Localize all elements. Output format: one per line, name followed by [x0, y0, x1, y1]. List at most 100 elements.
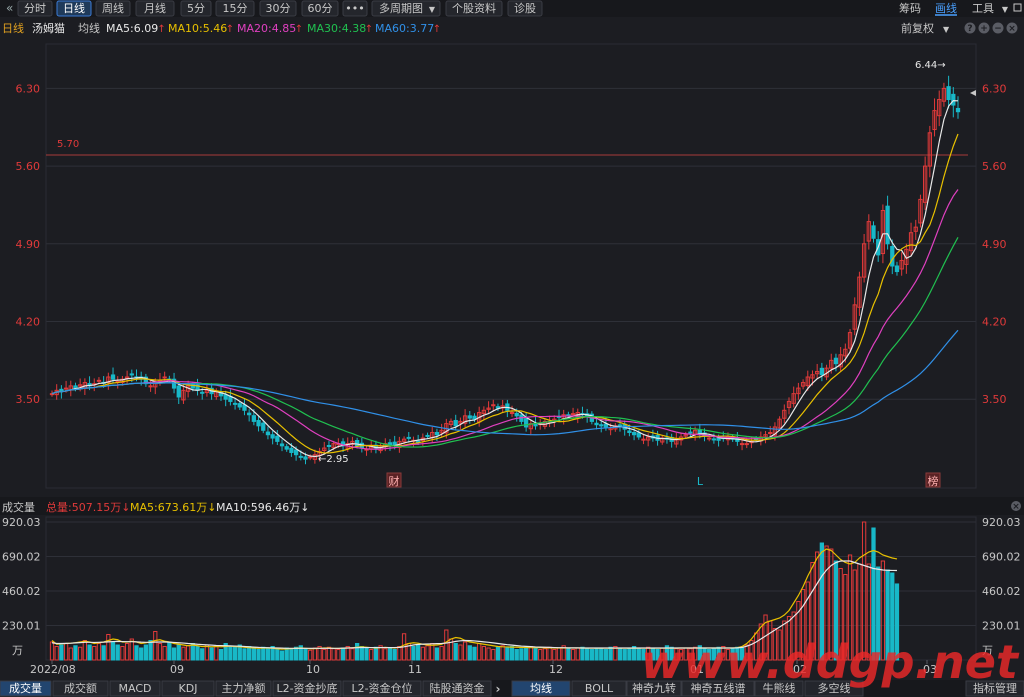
tab-5[interactable] — [215, 0, 255, 17]
overlay-tab-3[interactable] — [681, 680, 755, 697]
tab-4[interactable] — [180, 0, 212, 17]
overlay-tab-label-1[interactable]: BOLL — [585, 682, 614, 695]
tab-9[interactable] — [371, 0, 441, 17]
indicator-tab-label-5[interactable]: L2-资金抄底 — [276, 681, 337, 695]
indicator-tab-5[interactable] — [272, 680, 342, 697]
tab-label-1[interactable]: 日线 — [63, 1, 85, 15]
tab-label-5[interactable]: 15分 — [223, 2, 248, 15]
candle-body — [899, 259, 904, 270]
overlay-tab-label-2[interactable]: 神奇九转 — [632, 681, 676, 695]
overlay-tab-label-5[interactable]: 多空线 — [818, 681, 851, 695]
tab-label-3[interactable]: 月线 — [144, 1, 166, 15]
tab-7[interactable] — [301, 0, 339, 17]
event-marker-box[interactable] — [386, 472, 402, 488]
y-tick-right: 5.60 — [982, 160, 1007, 173]
tab-8[interactable] — [342, 0, 368, 17]
indicator-tab-label-7[interactable]: 陆股通资金 — [430, 681, 485, 695]
volume-bar — [279, 650, 285, 661]
ma-item-4: MA60:3.77 — [375, 22, 434, 35]
vol-legend-0[interactable]: 成交量 — [2, 500, 35, 514]
tab-6[interactable] — [259, 0, 297, 17]
toolbar-right-0[interactable]: 筹码 — [899, 1, 921, 15]
indicator-manage-label[interactable]: 指标管理 — [973, 681, 1017, 695]
overlay-tab-label-0[interactable]: 均线 — [530, 681, 552, 695]
indicator-tab-7[interactable] — [422, 680, 492, 697]
indicator-tab-0[interactable] — [0, 680, 52, 697]
candle-body — [800, 382, 806, 387]
indicator-tab-label-4[interactable]: 主力净额 — [222, 681, 266, 695]
overlay-tab-5[interactable] — [804, 680, 864, 697]
help-icon[interactable] — [964, 22, 976, 34]
collapse-icon[interactable]: « — [6, 1, 13, 15]
toolbar-right-1[interactable]: 画线 — [935, 1, 957, 15]
tab-3[interactable] — [135, 0, 175, 17]
volume-bar — [383, 648, 388, 661]
volume-bar — [420, 646, 425, 661]
chevron-right-icon[interactable]: › — [496, 682, 501, 696]
volume-bar — [171, 647, 177, 661]
fq-label[interactable]: 前复权 — [901, 21, 934, 35]
indicator-manage-button[interactable] — [965, 680, 1024, 697]
candle-body — [223, 394, 228, 400]
overlay-tab-1[interactable] — [571, 680, 627, 697]
volume-bar — [303, 648, 308, 661]
overlay-tab-label-3[interactable]: 神奇五线谱 — [691, 681, 746, 695]
tab-label-10[interactable]: 个股资料 — [452, 1, 496, 15]
indicator-tab-3[interactable] — [161, 680, 215, 697]
candle-body — [181, 389, 186, 401]
zoom-out-icon[interactable] — [992, 22, 1004, 34]
candle-body — [843, 348, 848, 357]
vol-y-tick-right: 230.01 — [982, 619, 1021, 632]
candle-body — [838, 354, 843, 368]
indicator-tab-label-2[interactable]: MACD — [119, 682, 152, 695]
indicator-tab-label-1[interactable]: 成交额 — [64, 681, 97, 695]
toolbar-right-2[interactable]: 工具 — [972, 2, 994, 15]
overlay-tab-label-4[interactable]: 牛熊线 — [763, 681, 796, 695]
overlay-tab-2[interactable] — [626, 680, 682, 697]
candle-body — [472, 415, 477, 420]
tab-0[interactable] — [17, 0, 53, 17]
tab-label-2[interactable]: 周线 — [102, 1, 124, 15]
volume-bar — [744, 644, 749, 661]
indicator-tab-label-3[interactable]: KDJ — [179, 682, 198, 695]
vol-ma10-line — [51, 560, 897, 649]
tab-label-0[interactable]: 分时 — [24, 2, 46, 15]
indicator-tab-6[interactable] — [342, 680, 422, 697]
candle-body — [805, 376, 810, 387]
event-marker-0[interactable]: 财 — [389, 474, 400, 488]
overlay-tab-4[interactable] — [754, 680, 804, 697]
close-icon[interactable] — [1006, 22, 1018, 34]
event-marker-2[interactable]: 榜 — [928, 474, 939, 488]
tab-11[interactable] — [507, 0, 543, 17]
candle-body — [941, 87, 947, 102]
volume-bar — [655, 649, 660, 661]
tab-label-4[interactable]: 5分 — [187, 2, 205, 15]
zoom-in-icon[interactable] — [978, 22, 990, 34]
event-marker-1[interactable]: L — [697, 475, 704, 488]
chevron-down-icon[interactable]: ▼ — [943, 25, 950, 34]
candle-body — [833, 357, 839, 365]
indicator-tab-4[interactable] — [215, 680, 272, 697]
volume-bar — [824, 545, 829, 661]
indicator-tab-label-0[interactable]: 成交量 — [9, 681, 42, 695]
tab-1[interactable] — [56, 0, 92, 17]
tab-label-7[interactable]: 60分 — [308, 2, 333, 15]
candle-body — [322, 447, 327, 452]
indicator-tab-label-6[interactable]: L2-资金仓位 — [351, 681, 412, 695]
indicator-tab-2[interactable] — [109, 680, 161, 697]
overlay-tab-0[interactable] — [511, 680, 571, 697]
icon-glyph: ? — [967, 24, 972, 34]
close-icon[interactable] — [1011, 501, 1021, 511]
event-marker-box[interactable] — [925, 472, 941, 488]
tab-10[interactable] — [445, 0, 503, 17]
tab-2[interactable] — [95, 0, 131, 17]
tab-label-11[interactable]: 诊股 — [514, 1, 536, 15]
tab-label-8[interactable]: ••• — [345, 2, 364, 15]
tab-label-6[interactable]: 30分 — [266, 2, 291, 15]
candle-body — [683, 434, 688, 437]
indicator-tab-1[interactable] — [52, 680, 109, 697]
tab-label-9[interactable]: 多周期图 — [379, 1, 423, 15]
settings-square-icon[interactable] — [1013, 3, 1022, 12]
volume-bar — [805, 581, 810, 661]
volume-bar — [528, 646, 533, 661]
